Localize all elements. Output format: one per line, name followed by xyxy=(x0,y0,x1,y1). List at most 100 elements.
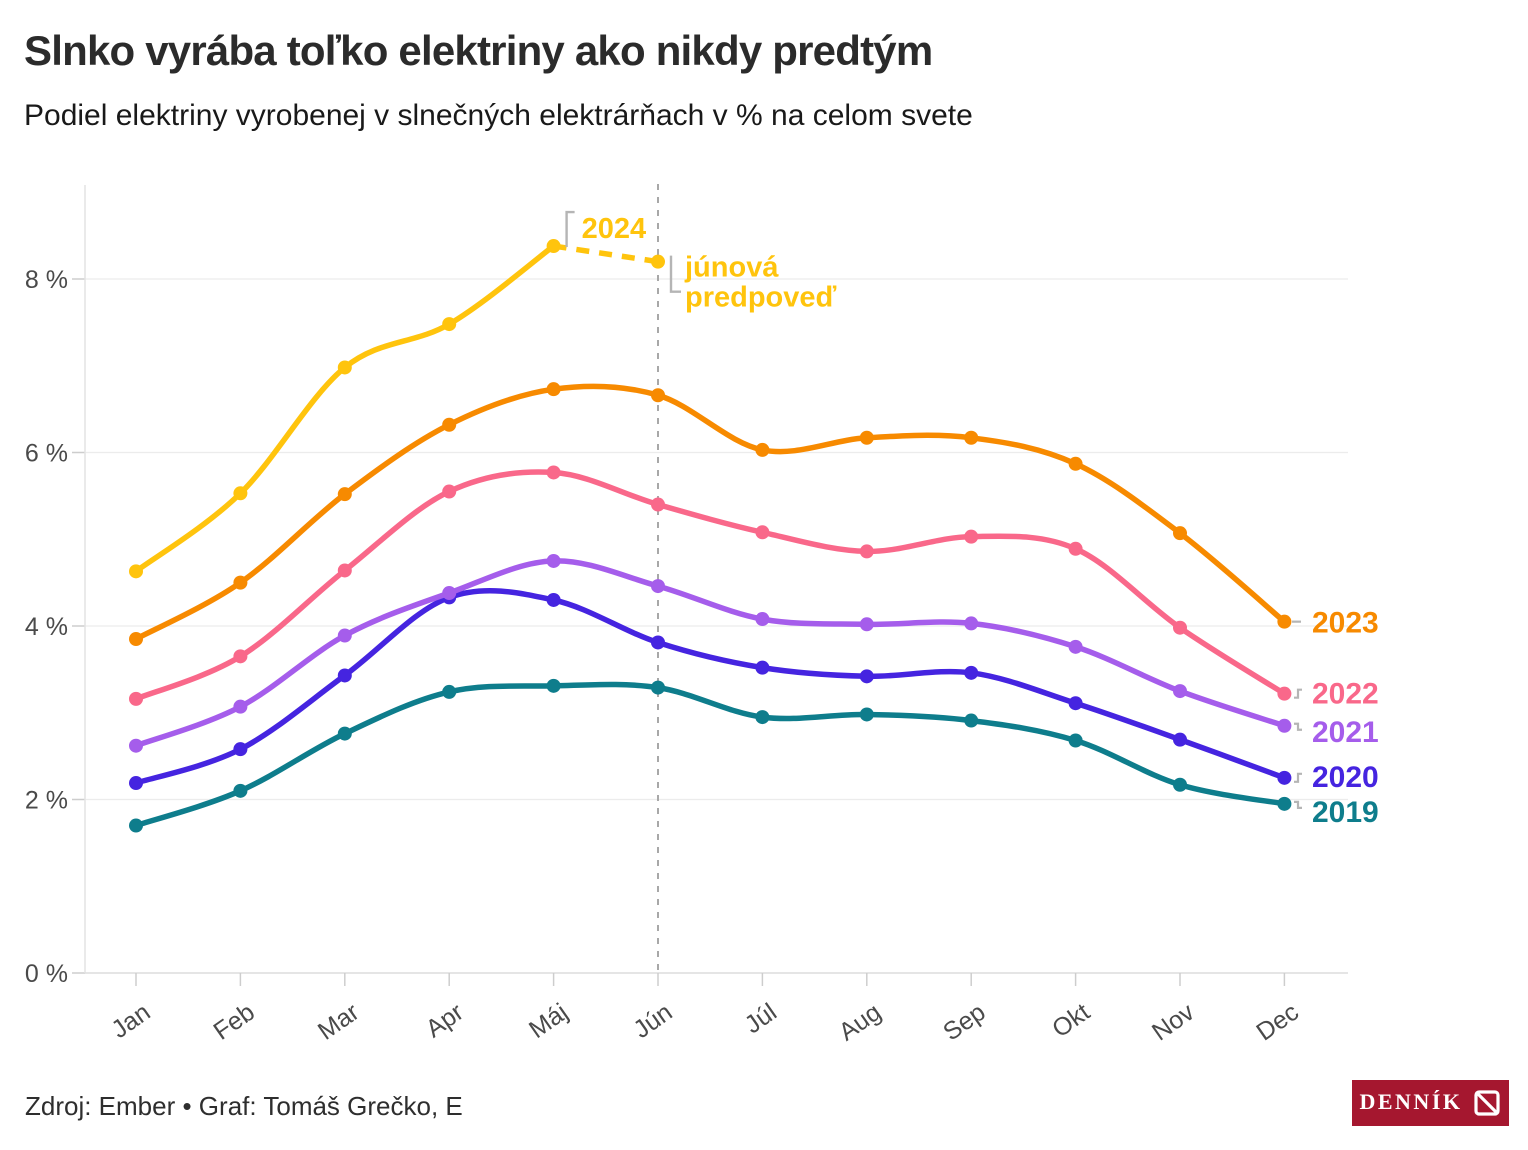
point-2024-Mar xyxy=(337,360,352,375)
forecast-label-bracket xyxy=(669,255,681,293)
point-2021-Jan xyxy=(129,738,143,753)
x-tick-label-Okt: Okt xyxy=(1047,998,1095,1043)
series-line-2023 xyxy=(133,383,1288,642)
point-2020-Nov xyxy=(1173,732,1187,747)
point-2021-Feb xyxy=(233,699,248,714)
peak-label-bracket xyxy=(565,210,575,248)
point-2023-Apr xyxy=(442,417,457,432)
x-tick-label-Máj: Máj xyxy=(524,998,573,1044)
series-line-2022 xyxy=(133,469,1288,702)
point-2019-Mar xyxy=(337,726,352,741)
point-2020-Júl xyxy=(755,660,770,675)
x-tick-label-Apr: Apr xyxy=(421,998,469,1043)
series-line-2019 xyxy=(133,681,1288,829)
logo-wordmark: DENNÍK xyxy=(1359,1089,1463,1114)
point-2022-Aug xyxy=(859,544,874,559)
point-2019-Apr xyxy=(442,684,457,699)
point-2022-Máj xyxy=(546,465,561,480)
point-2022-Okt xyxy=(1068,541,1083,556)
forecast-label-line1: júnová xyxy=(684,252,779,284)
point-2023-Júl xyxy=(755,442,770,457)
point-2023-Jún xyxy=(651,388,665,403)
y-tick-label-8: 8 % xyxy=(25,266,68,294)
point-2024-Feb xyxy=(233,486,248,501)
point-2022-Júl xyxy=(755,525,770,540)
point-2021-Máj xyxy=(546,553,561,568)
point-2021-Aug xyxy=(859,617,874,632)
y-tick-label-4: 4 % xyxy=(25,613,68,641)
point-2019-Máj xyxy=(546,678,561,693)
point-2024-Jan xyxy=(129,564,143,579)
x-tick-label-Mar: Mar xyxy=(313,998,364,1046)
page-subtitle: Podiel elektriny vyrobenej v slnečných e… xyxy=(24,99,973,132)
point-2023-Sep xyxy=(964,430,979,445)
point-2022-Sep xyxy=(964,529,979,544)
point-2020-Okt xyxy=(1068,696,1083,711)
forecast-dashed-segment-2024 xyxy=(553,243,659,265)
point-2022-Feb xyxy=(233,649,248,664)
series-line-2020 xyxy=(133,587,1288,786)
point-2023-Aug xyxy=(859,430,874,445)
point-2019-Aug xyxy=(859,707,874,722)
point-2021-Apr xyxy=(442,586,457,601)
series-label-connector-2021 xyxy=(1294,722,1302,731)
series-label-2020: 2020 xyxy=(1312,761,1379,794)
series-label-connector-2020 xyxy=(1294,772,1302,783)
point-2020-Mar xyxy=(337,668,352,683)
series-label-connector-2019 xyxy=(1294,800,1302,809)
point-2019-Dec xyxy=(1277,796,1292,811)
series-label-2021: 2021 xyxy=(1312,716,1379,749)
point-2023-Jan xyxy=(129,632,143,647)
point-2021-Okt xyxy=(1068,639,1083,654)
page-title: Slnko vyrába toľko elektriny ako nikdy p… xyxy=(24,27,933,74)
point-2020-Aug xyxy=(859,669,874,684)
point-2020-Máj xyxy=(546,592,561,607)
point-2019-Feb xyxy=(233,783,248,798)
point-2023-Máj xyxy=(546,382,561,397)
point-2019-Júl xyxy=(755,710,770,725)
point-2021-Dec xyxy=(1277,718,1292,733)
point-2023-Mar xyxy=(337,487,352,502)
y-tick-label-6: 6 % xyxy=(25,440,68,468)
x-tick-label-Aug: Aug xyxy=(834,998,886,1046)
point-2022-Jún xyxy=(651,497,665,512)
x-tick-label-Jún: Jún xyxy=(628,998,677,1044)
series-line-2021 xyxy=(133,558,1288,749)
x-tick-label-Sep: Sep xyxy=(938,998,990,1046)
logo-n-icon xyxy=(1473,1090,1500,1116)
point-2023-Feb xyxy=(233,575,248,590)
point-2021-Júl xyxy=(755,612,770,627)
x-tick-label-Dec: Dec xyxy=(1251,998,1303,1046)
series-label-2019: 2019 xyxy=(1312,796,1379,829)
x-tick-label-Nov: Nov xyxy=(1147,998,1200,1047)
series-label-connector-2022 xyxy=(1294,688,1302,699)
y-tick-label-2: 2 % xyxy=(25,787,68,815)
x-tick-label-Júl: Júl xyxy=(740,998,782,1039)
point-2024-Máj xyxy=(546,239,561,254)
x-tick-label-Jan: Jan xyxy=(106,998,155,1044)
point-2020-Jún xyxy=(651,635,665,650)
y-tick-label-0: 0 % xyxy=(25,960,68,988)
point-2019-Sep xyxy=(964,713,979,728)
point-2023-Dec xyxy=(1277,614,1292,629)
point-2022-Nov xyxy=(1173,620,1187,635)
source-credit: Zdroj: Ember • Graf: Tomáš Grečko, E xyxy=(25,1091,463,1121)
peak-series-label: 2024 xyxy=(582,213,647,245)
series-label-2023: 2023 xyxy=(1312,607,1379,640)
point-2024-Apr xyxy=(442,317,457,332)
forecast-point-2024 xyxy=(651,254,665,269)
point-2021-Nov xyxy=(1173,684,1187,699)
x-tick-label-Feb: Feb xyxy=(208,998,259,1046)
point-2022-Mar xyxy=(337,563,352,578)
point-2019-Jan xyxy=(129,818,143,833)
point-2023-Nov xyxy=(1173,526,1187,541)
point-2022-Dec xyxy=(1277,686,1292,701)
point-2021-Sep xyxy=(964,616,979,631)
point-2020-Sep xyxy=(964,665,979,680)
point-2020-Feb xyxy=(233,742,248,757)
point-2020-Jan xyxy=(129,776,143,791)
point-2021-Mar xyxy=(337,628,352,643)
point-2023-Okt xyxy=(1068,456,1083,471)
